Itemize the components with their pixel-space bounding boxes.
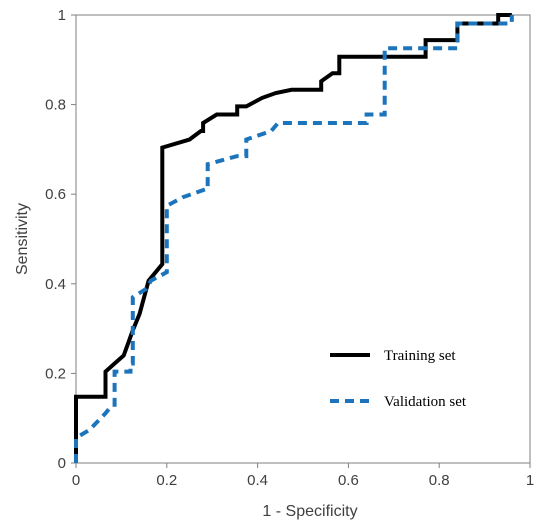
- y-tick-label: 0.2: [45, 365, 66, 382]
- series-layer: [74, 13, 514, 463]
- x-axis-title: 1 - Specificity: [262, 503, 357, 520]
- x-tick-label: 0.2: [156, 472, 177, 489]
- series-line-validation-set: [74, 15, 514, 463]
- y-axis-ticks: 0 0.2 0.4 0.6 0.8 1: [45, 7, 76, 472]
- y-tick-label: 0: [58, 455, 66, 472]
- series-line-training-set: [74, 13, 512, 463]
- legend-label-training-set: Training set: [384, 348, 456, 364]
- plot-border: [75, 14, 531, 464]
- y-axis-title: Sensitivity: [14, 203, 31, 275]
- x-tick-label: 0.8: [429, 472, 450, 489]
- x-tick-label: 0: [72, 472, 80, 489]
- legend-label-validation-set: Validation set: [384, 394, 467, 410]
- y-tick-label: 0.4: [45, 276, 66, 293]
- y-tick-label: 0.8: [45, 97, 66, 114]
- x-axis-ticks: 0 0.2 0.4 0.6 0.8 1: [72, 463, 534, 489]
- x-tick-label: 0.4: [247, 472, 268, 489]
- x-tick-label: 1: [526, 472, 534, 489]
- plot-area: [75, 14, 531, 464]
- x-tick-label: 0.6: [338, 472, 359, 489]
- y-tick-label: 0.6: [45, 186, 66, 203]
- y-tick-label: 1: [58, 7, 66, 24]
- legend: Training set Validation set: [330, 348, 467, 410]
